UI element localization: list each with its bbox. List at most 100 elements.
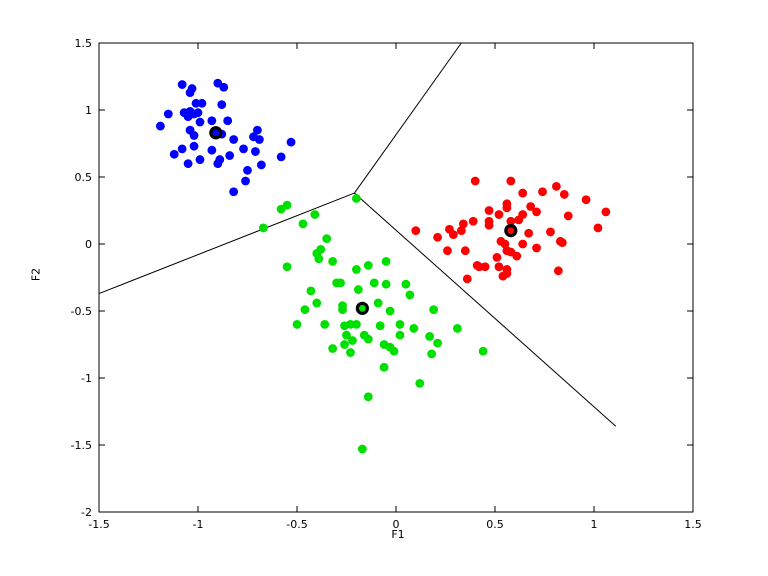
- data-point-cluster-blue: [195, 117, 205, 127]
- data-point-cluster-green: [298, 219, 308, 229]
- data-point-cluster-red: [484, 206, 494, 215]
- cluster-boundary-line: [354, 192, 617, 427]
- data-point-cluster-red: [524, 228, 534, 238]
- data-point-cluster-blue: [229, 187, 239, 197]
- data-point-cluster-green: [346, 348, 355, 357]
- data-point-cluster-green: [375, 321, 385, 331]
- data-point-cluster-red: [480, 262, 490, 272]
- data-point-cluster-green: [425, 332, 435, 341]
- x-tick-label: -1.5: [88, 518, 109, 531]
- data-point-cluster-blue: [189, 141, 199, 151]
- data-point-cluster-green: [478, 346, 488, 356]
- data-point-cluster-green: [415, 378, 425, 388]
- data-point-cluster-blue: [243, 165, 252, 175]
- data-point-cluster-blue: [256, 160, 266, 170]
- data-point-cluster-blue: [286, 137, 296, 147]
- data-point-cluster-blue: [254, 135, 264, 144]
- data-point-cluster-green: [352, 320, 361, 329]
- data-point-cluster-red: [468, 216, 478, 226]
- data-point-cluster-green: [395, 330, 405, 340]
- data-point-cluster-blue: [207, 145, 217, 155]
- data-point-cluster-blue: [219, 82, 229, 92]
- data-point-cluster-red: [551, 181, 561, 191]
- data-point-cluster-green: [357, 444, 367, 454]
- data-point-cluster-red: [593, 223, 603, 233]
- data-point-cluster-red: [460, 246, 470, 256]
- data-point-cluster-blue: [213, 159, 223, 169]
- data-point-cluster-green: [314, 254, 324, 264]
- data-point-cluster-blue: [169, 149, 179, 159]
- data-point-cluster-green: [405, 290, 415, 300]
- data-point-cluster-green: [433, 338, 442, 348]
- data-point-cluster-green: [353, 285, 363, 294]
- cluster-boundary-line: [354, 42, 462, 194]
- data-point-cluster-green: [363, 261, 373, 270]
- data-point-cluster-green: [328, 257, 338, 266]
- data-point-cluster-blue: [189, 131, 199, 140]
- x-tick-label: 1.5: [684, 518, 702, 531]
- data-point-cluster-green: [401, 279, 411, 289]
- data-point-cluster-red: [532, 207, 541, 217]
- data-point-cluster-blue: [183, 112, 193, 122]
- data-point-cluster-green: [320, 320, 330, 329]
- data-point-cluster-red: [601, 207, 611, 217]
- data-point-cluster-red: [462, 274, 472, 284]
- data-point-cluster-blue: [207, 116, 217, 126]
- data-point-cluster-green: [369, 278, 379, 288]
- y-tick-label: 0: [85, 238, 92, 251]
- data-point-cluster-blue: [241, 176, 250, 186]
- data-point-cluster-green: [429, 305, 439, 315]
- data-point-cluster-green: [310, 210, 320, 219]
- data-point-cluster-blue: [225, 151, 235, 160]
- data-point-cluster-red: [433, 232, 442, 242]
- data-point-cluster-green: [282, 262, 292, 272]
- y-tick-label: -2: [81, 506, 92, 519]
- x-tick-label: 1: [591, 518, 598, 531]
- x-tick-label: -1: [193, 518, 204, 531]
- data-point-cluster-red: [456, 226, 466, 236]
- data-point-cluster-blue: [155, 121, 165, 131]
- data-point-cluster-green: [395, 320, 405, 329]
- data-point-cluster-red: [514, 215, 524, 225]
- data-point-cluster-blue: [253, 125, 262, 135]
- data-point-cluster-red: [443, 246, 452, 256]
- data-point-cluster-red: [532, 243, 541, 253]
- data-point-cluster-green: [379, 362, 389, 372]
- y-tick-label: -0.5: [71, 305, 92, 318]
- data-point-cluster-blue: [251, 147, 260, 156]
- y-tick-label: 1: [85, 104, 92, 117]
- data-point-cluster-green: [300, 305, 310, 315]
- data-point-cluster-red: [470, 176, 480, 186]
- x-tick-label: -0.5: [286, 518, 307, 531]
- data-point-cluster-green: [306, 286, 316, 296]
- data-point-cluster-red: [526, 202, 536, 211]
- data-point-cluster-red: [557, 238, 567, 248]
- data-point-cluster-green: [258, 223, 268, 233]
- data-point-cluster-red: [559, 190, 569, 199]
- data-point-cluster-green: [409, 324, 419, 333]
- centroid-red-marker: [504, 224, 518, 238]
- y-tick-label: -1.5: [71, 439, 92, 452]
- data-point-cluster-green: [427, 349, 437, 359]
- data-point-cluster-green: [373, 298, 383, 308]
- data-point-cluster-red: [484, 220, 494, 230]
- data-point-cluster-blue: [185, 88, 195, 97]
- data-point-cluster-red: [512, 251, 522, 261]
- centroid-green-marker: [355, 301, 369, 315]
- data-point-cluster-blue: [183, 159, 193, 169]
- data-point-cluster-blue: [276, 152, 286, 162]
- data-point-cluster-blue: [193, 108, 203, 118]
- y-axis-title: F2: [29, 267, 43, 282]
- data-point-cluster-green: [340, 340, 349, 349]
- data-point-cluster-blue: [177, 80, 187, 89]
- data-point-cluster-blue: [223, 116, 233, 126]
- data-point-cluster-green: [312, 298, 322, 308]
- data-point-cluster-red: [502, 203, 512, 213]
- data-point-cluster-red: [518, 188, 528, 198]
- data-point-cluster-red: [492, 253, 502, 262]
- data-point-cluster-red: [411, 226, 421, 236]
- data-point-cluster-green: [352, 265, 361, 274]
- data-point-cluster-blue: [163, 109, 173, 119]
